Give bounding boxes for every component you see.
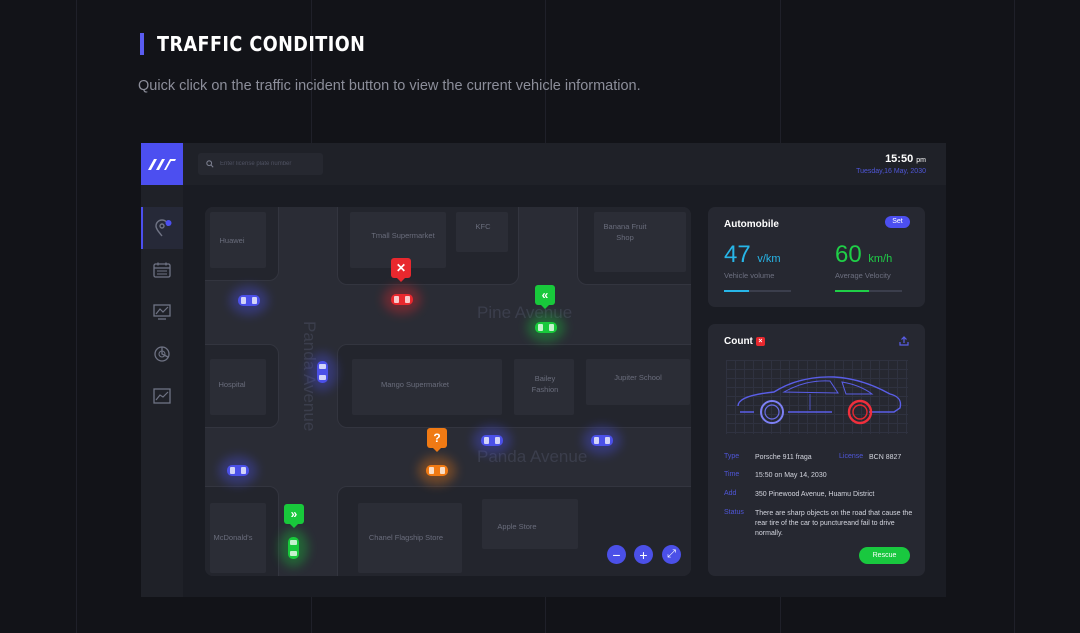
vehicle-marker[interactable] xyxy=(527,313,565,342)
clock: 15:50 pm Tuesday,16 May, 2030 xyxy=(856,153,926,175)
share-icon[interactable] xyxy=(899,336,909,346)
info-row-status: Status There are sharp objects on the ro… xyxy=(724,509,913,537)
incident-button[interactable]: » xyxy=(284,504,304,528)
vehicle-marker[interactable] xyxy=(219,456,257,485)
vehicle-marker[interactable] xyxy=(279,529,308,567)
place-label: Banana Fruit Shop xyxy=(603,222,647,242)
page-subtitle: Quick click on the traffic incident butt… xyxy=(138,78,641,94)
map-location-icon xyxy=(155,219,172,237)
page-title: TRAFFIC CONDITION xyxy=(157,32,366,56)
incident-button[interactable]: ? xyxy=(427,428,447,452)
map-block xyxy=(337,486,691,576)
dashboard-window: 15:50 pm Tuesday,16 May, 2030 xyxy=(141,143,946,597)
place-label: Hospital xyxy=(218,380,246,389)
line-chart-icon xyxy=(153,388,171,404)
stat-label: Vehicle volume xyxy=(724,271,775,280)
place-label: Jupiter School xyxy=(614,373,662,382)
map-block xyxy=(205,207,279,281)
vehicle-illustration xyxy=(726,360,908,434)
incident-vehicle[interactable] xyxy=(383,285,421,314)
panel-title: Automobile xyxy=(724,219,779,230)
stat-label: Average Velocity xyxy=(835,271,891,280)
place-label: Mango Supermarket xyxy=(381,380,449,389)
vehicle-marker[interactable] xyxy=(583,426,621,455)
logo-mark-icon xyxy=(148,159,176,170)
current-time: 15:50 pm xyxy=(885,153,926,165)
traffic-map[interactable]: Huawei Tmall Supermarket KFC Banana Frui… xyxy=(205,207,691,576)
count-panel: Count × Type Porsche 911 fraga License BC… xyxy=(708,324,925,576)
automobile-panel: Automobile Set 47 v/km Vehicle volume 60… xyxy=(708,207,925,307)
vehicle-volume-stat: 47 v/km Vehicle volume xyxy=(724,241,791,292)
stat-value: 47 v/km xyxy=(724,241,781,268)
info-row-time: Time 15:50 on May 14, 2030 xyxy=(724,471,827,479)
place-label: Bailey Fashion xyxy=(531,374,559,394)
info-row-address: Add 350 Pinewood Avenue, Huamu District xyxy=(724,490,875,498)
average-velocity-stat: 60 km/h Average Velocity xyxy=(835,241,902,292)
pie-chart-icon xyxy=(154,346,170,362)
place-label: Apple Store xyxy=(497,522,537,531)
vehicle-marker[interactable] xyxy=(308,353,337,391)
sidebar-item-map[interactable] xyxy=(141,207,183,249)
monitor-chart-icon xyxy=(153,304,171,320)
incident-button[interactable]: « xyxy=(535,285,555,309)
place-label: McDonald's xyxy=(213,533,253,542)
fullscreen-button[interactable]: ⤢ xyxy=(662,545,681,564)
current-date: Tuesday,16 May, 2030 xyxy=(856,168,926,175)
velocity-progress xyxy=(835,290,902,292)
place-label: Chanel Flagship Store xyxy=(368,533,444,542)
sidebar xyxy=(141,185,183,597)
vehicle-marker[interactable] xyxy=(418,456,456,485)
info-row-type: Type Porsche 911 fraga License BCN 8827 xyxy=(724,453,902,461)
section-heading: TRAFFIC CONDITION xyxy=(140,32,394,56)
zoom-out-button[interactable]: − xyxy=(607,545,626,564)
heading-accent-bar xyxy=(140,33,144,55)
incident-button[interactable]: ✕ xyxy=(391,258,411,282)
place-label: KFC xyxy=(475,222,491,231)
background-grid-line xyxy=(76,0,77,633)
search-input[interactable] xyxy=(220,161,320,167)
stat-value: 60 km/h xyxy=(835,241,893,268)
map-block xyxy=(337,207,519,285)
zoom-in-button[interactable]: + xyxy=(634,545,653,564)
top-bar: 15:50 pm Tuesday,16 May, 2030 xyxy=(141,143,946,185)
vehicle-marker[interactable] xyxy=(230,286,268,315)
brand-logo[interactable] xyxy=(141,143,183,185)
search-icon xyxy=(206,160,214,168)
volume-progress xyxy=(724,290,791,292)
sidebar-item-calendar[interactable] xyxy=(141,249,183,291)
calendar-icon xyxy=(153,262,171,278)
map-block xyxy=(205,344,279,428)
map-block xyxy=(337,344,691,428)
place-label: Huawei xyxy=(219,236,245,245)
place-label: Tmall Supermarket xyxy=(371,231,435,240)
close-badge-icon: × xyxy=(755,337,765,346)
street-label: Panda Avenue xyxy=(477,447,588,466)
sidebar-item-monitor[interactable] xyxy=(141,291,183,333)
background-grid-line xyxy=(1014,0,1015,633)
sidebar-item-trends[interactable] xyxy=(141,375,183,417)
panel-title: Count × xyxy=(724,336,765,347)
search-box[interactable] xyxy=(198,153,323,175)
vehicle-marker[interactable] xyxy=(473,426,511,455)
sidebar-item-statistics[interactable] xyxy=(141,333,183,375)
rescue-button[interactable]: Rescue xyxy=(859,547,910,564)
map-block xyxy=(577,207,691,285)
set-button[interactable]: Set xyxy=(885,216,910,228)
map-block xyxy=(205,486,279,576)
sports-car-icon xyxy=(737,376,902,425)
